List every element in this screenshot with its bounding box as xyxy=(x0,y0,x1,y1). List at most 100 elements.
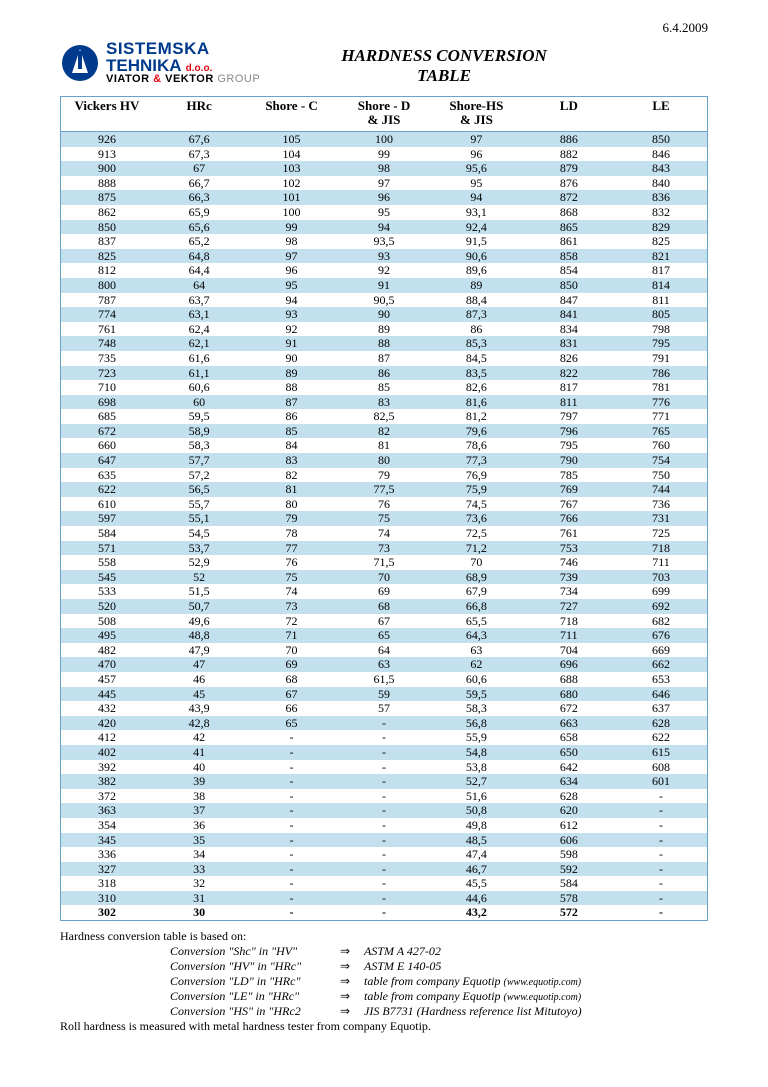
table-cell: 310 xyxy=(61,891,153,906)
table-cell: 685 xyxy=(61,409,153,424)
table-cell: 572 xyxy=(523,905,615,920)
table-cell: 754 xyxy=(615,453,707,468)
table-cell: 70 xyxy=(430,555,522,570)
table-cell: 68 xyxy=(245,672,337,687)
table-row: 30230--43,2572- xyxy=(61,905,708,920)
table-cell: 30 xyxy=(153,905,245,920)
table-cell: 753 xyxy=(523,541,615,556)
table-cell: 875 xyxy=(61,190,153,205)
table-cell: 886 xyxy=(523,132,615,147)
table-cell: 46,7 xyxy=(430,862,522,877)
table-cell: 66,3 xyxy=(153,190,245,205)
table-cell: 672 xyxy=(523,701,615,716)
table-cell: 104 xyxy=(245,147,337,162)
table-cell: 88 xyxy=(245,380,337,395)
table-cell: 50,8 xyxy=(430,803,522,818)
table-cell: 39 xyxy=(153,774,245,789)
table-cell: 74 xyxy=(338,526,430,541)
table-row: 72361,1898683,5822786 xyxy=(61,366,708,381)
table-row: 50849,6726765,5718682 xyxy=(61,614,708,629)
table-cell: 76 xyxy=(245,555,337,570)
column-header: Vickers HV xyxy=(61,97,153,132)
table-cell: 49,6 xyxy=(153,614,245,629)
table-cell: 420 xyxy=(61,716,153,731)
table-cell: 60,6 xyxy=(153,380,245,395)
table-cell: 59,5 xyxy=(430,687,522,702)
table-cell: 91 xyxy=(338,278,430,293)
table-cell: 761 xyxy=(61,322,153,337)
table-cell: 64,4 xyxy=(153,263,245,278)
table-cell: 92,4 xyxy=(430,220,522,235)
footer-outro: Roll hardness is measured with metal har… xyxy=(60,1019,708,1034)
table-cell: - xyxy=(338,745,430,760)
table-cell: 382 xyxy=(61,774,153,789)
table-cell: 790 xyxy=(523,453,615,468)
table-row: 37238--51,6628- xyxy=(61,789,708,804)
table-cell: 53,8 xyxy=(430,760,522,775)
table-cell: 786 xyxy=(615,366,707,381)
table-cell: 67,9 xyxy=(430,584,522,599)
table-cell: 688 xyxy=(523,672,615,687)
table-cell: 601 xyxy=(615,774,707,789)
table-cell: 578 xyxy=(523,891,615,906)
table-cell: 628 xyxy=(523,789,615,804)
table-cell: 79 xyxy=(338,468,430,483)
table-cell: 825 xyxy=(61,249,153,264)
table-cell: 669 xyxy=(615,643,707,658)
table-cell: 843 xyxy=(615,161,707,176)
table-cell: 402 xyxy=(61,745,153,760)
table-cell: 545 xyxy=(61,570,153,585)
table-cell: 642 xyxy=(523,760,615,775)
table-cell: - xyxy=(338,730,430,745)
table-cell: 71,5 xyxy=(338,555,430,570)
table-cell: 836 xyxy=(615,190,707,205)
table-row: 76162,4928986834798 xyxy=(61,322,708,337)
column-header: Shore-HS& JIS xyxy=(430,97,522,132)
table-row: 67258,9858279,6796765 xyxy=(61,424,708,439)
table-cell: 44,6 xyxy=(430,891,522,906)
table-row: 78763,79490,588,4847811 xyxy=(61,293,708,308)
table-cell: 850 xyxy=(523,278,615,293)
table-cell: 65,5 xyxy=(430,614,522,629)
table-cell: 571 xyxy=(61,541,153,556)
table-cell: 65,9 xyxy=(153,205,245,220)
column-header: LE xyxy=(615,97,707,132)
table-cell: 584 xyxy=(523,876,615,891)
table-cell: 841 xyxy=(523,307,615,322)
table-cell: 727 xyxy=(523,599,615,614)
table-cell: 771 xyxy=(615,409,707,424)
table-cell: 63,7 xyxy=(153,293,245,308)
table-row: 80064959189850814 xyxy=(61,278,708,293)
table-cell: 663 xyxy=(523,716,615,731)
table-cell: 96 xyxy=(430,147,522,162)
table-cell: 372 xyxy=(61,789,153,804)
table-cell: 54,5 xyxy=(153,526,245,541)
table-cell: - xyxy=(615,905,707,920)
table-cell: 817 xyxy=(523,380,615,395)
table-cell: - xyxy=(338,891,430,906)
table-cell: 696 xyxy=(523,657,615,672)
table-cell: 47,4 xyxy=(430,847,522,862)
table-cell: 718 xyxy=(523,614,615,629)
table-cell: 735 xyxy=(61,351,153,366)
table-cell: - xyxy=(615,803,707,818)
table-cell: 796 xyxy=(523,424,615,439)
table-cell: 99 xyxy=(338,147,430,162)
table-cell: 811 xyxy=(615,293,707,308)
table-cell: - xyxy=(338,818,430,833)
reference-row: Conversion "Shc" in "HV"⇒ASTM A 427-02 xyxy=(170,944,708,959)
table-cell: 798 xyxy=(615,322,707,337)
table-cell: 96 xyxy=(338,190,430,205)
table-cell: 470 xyxy=(61,657,153,672)
table-cell: 650 xyxy=(523,745,615,760)
table-cell: - xyxy=(245,847,337,862)
table-cell: 80 xyxy=(338,453,430,468)
column-header: HRc xyxy=(153,97,245,132)
table-cell: 94 xyxy=(430,190,522,205)
table-cell: - xyxy=(338,774,430,789)
table-row: 39240--53,8642608 xyxy=(61,760,708,775)
table-row: 83765,29893,591,5861825 xyxy=(61,234,708,249)
table-cell: 76 xyxy=(338,497,430,512)
table-cell: 85 xyxy=(338,380,430,395)
table-cell: 91 xyxy=(245,336,337,351)
